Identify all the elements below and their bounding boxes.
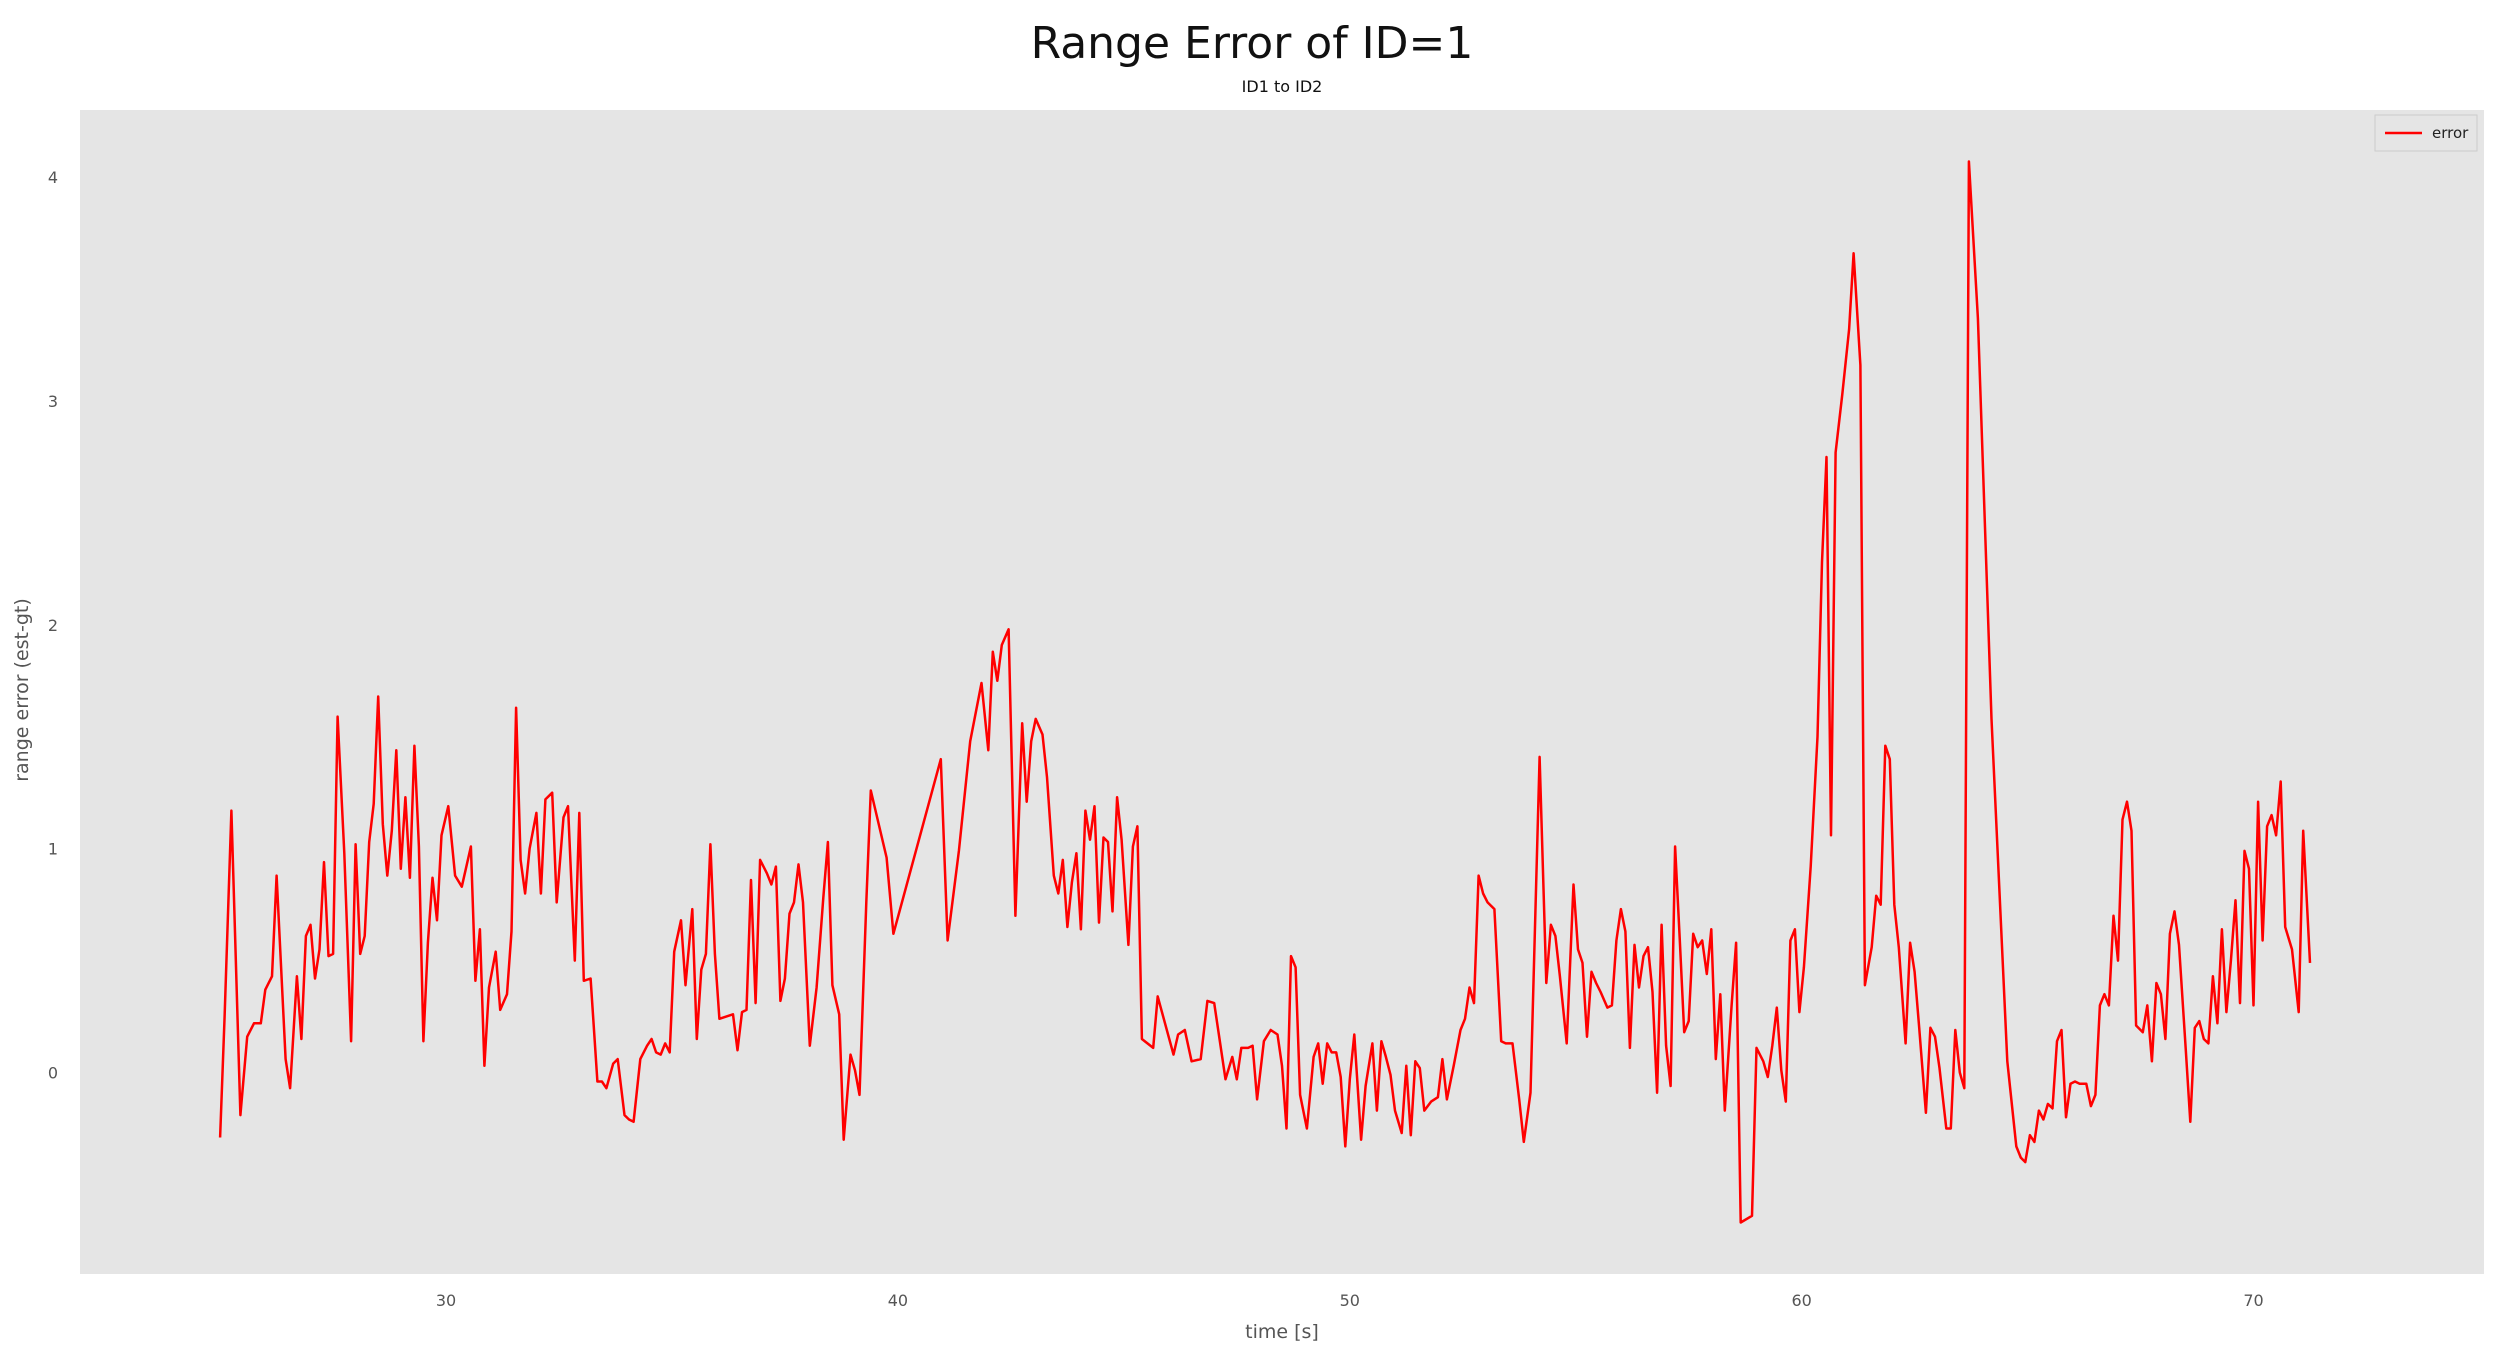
y-tick-label: 2: [48, 616, 58, 635]
x-tick-label: 60: [1791, 1291, 1811, 1310]
x-axis-label: time [s]: [1245, 1321, 1319, 1343]
x-tick-label: 40: [888, 1291, 908, 1310]
chart-title: Range Error of ID=1: [1031, 18, 1474, 69]
y-axis-ticks: 0 1 2 3 4: [48, 168, 58, 1082]
x-tick-label: 30: [436, 1291, 456, 1310]
y-tick-label: 4: [48, 168, 58, 187]
legend: error: [2374, 114, 2478, 152]
legend-label-error: error: [2432, 124, 2469, 142]
x-tick-label: 50: [1340, 1291, 1360, 1310]
plot-area: [80, 110, 2484, 1274]
series-line-error: [218, 160, 2312, 1224]
x-tick-label: 70: [2243, 1291, 2263, 1310]
y-tick-label: 0: [48, 1064, 58, 1083]
y-tick-label: 3: [48, 392, 58, 411]
x-axis-ticks: 30 40 50 60 70: [436, 1291, 2264, 1310]
legend-box: [2374, 114, 2478, 152]
series-layer: [218, 160, 2312, 1224]
y-axis-label: range error (est-gt): [11, 598, 33, 782]
y-tick-label: 1: [48, 840, 58, 859]
chart-subtitle: ID1 to ID2: [1242, 77, 1323, 96]
